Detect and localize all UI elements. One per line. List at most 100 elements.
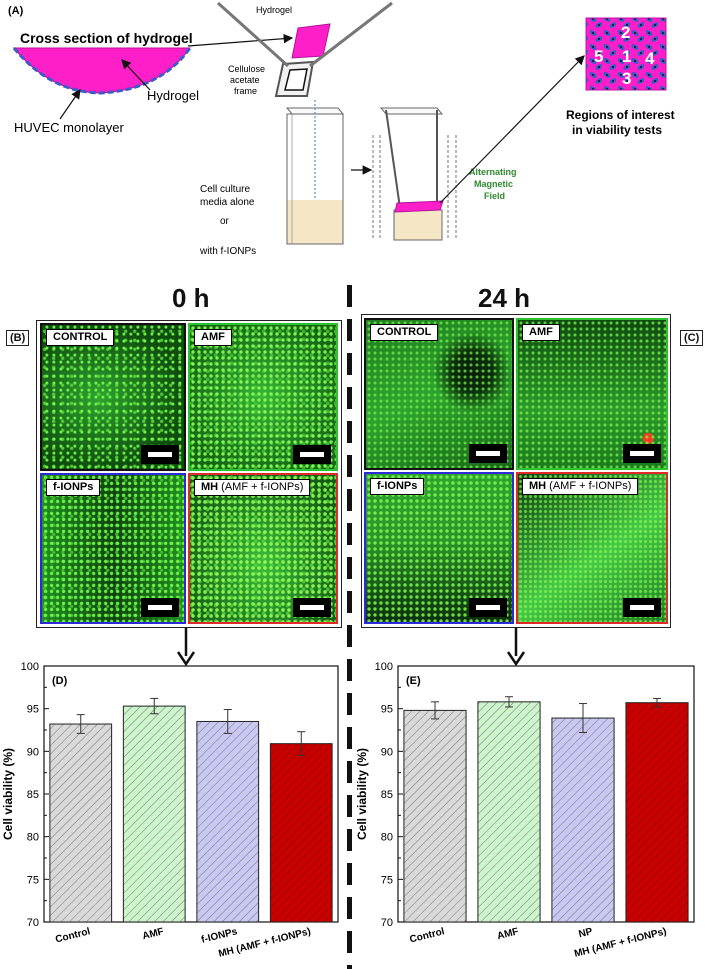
panel-divider-dashed [347, 285, 352, 969]
amf-field-lines [372, 135, 457, 240]
micrograph-0h-fionps: f-IONPs [40, 473, 186, 624]
bar [49, 723, 113, 923]
x-tick-label: Control [54, 926, 91, 945]
bar [403, 709, 467, 923]
bar [196, 720, 260, 923]
media-label-2: media alone [200, 197, 255, 208]
amf-label-2: Magnetic [474, 179, 513, 189]
panel-a-schematic: (A) Cross section of hydrogel Hydrogel H… [8, 1, 675, 257]
y-tick-label: 90 [381, 746, 393, 758]
y-axis-label: Cell viability (%) [1, 748, 15, 840]
roi-number: 5 [594, 47, 603, 66]
down-arrow-24h [506, 628, 526, 666]
cuvette-2-top [379, 107, 444, 115]
micro-tag-amf: AMF [522, 324, 560, 341]
y-tick-label: 100 [375, 661, 393, 673]
hydrogel-cross-section [12, 47, 191, 94]
huvec-monolayer-cells [12, 47, 192, 95]
top-hydrogel-label: Hydrogel [256, 5, 292, 15]
x-tick-label: AMF [141, 926, 165, 942]
y-tick-label: 75 [27, 874, 39, 886]
cuvette-2-hydrogel [394, 200, 444, 213]
x-tick-label: AMF [496, 926, 520, 942]
bar [477, 701, 541, 923]
hanger-rod-left [216, 1, 290, 68]
roi-label-1: Regions of interest [566, 108, 675, 122]
micro-tag-mh-rest: (AMF + f-IONPs) [546, 480, 632, 492]
chart-panel-e: (E) 70 75 80 85 90 95 100 Cell viability (%) Cont… [355, 661, 695, 960]
frame-label-1: Cellulose [228, 64, 265, 74]
frame-label-2: acetate [230, 75, 260, 85]
chart-panel-letter: (D) [52, 675, 68, 687]
y-tick-label: 80 [381, 832, 393, 844]
y-tick-label: 75 [381, 874, 393, 886]
panel-b-letter: (B) [6, 330, 30, 346]
scale-bar [476, 605, 500, 610]
micrograph-0h-amf: AMF [188, 323, 338, 471]
scale-bar [300, 452, 324, 457]
micro-tag-fionps: f-IONPs [370, 478, 425, 495]
media-or: or [220, 216, 230, 227]
amf-label-1: Alternating [469, 167, 517, 177]
y-tick-label: 70 [27, 917, 39, 929]
roi-numbers: 25 1 43 [594, 23, 655, 88]
huvec-pointer [59, 89, 81, 120]
down-arrow-0h [176, 628, 196, 666]
frame-window [284, 68, 308, 91]
bar [625, 702, 689, 923]
media-label-3: with f-IONPs [199, 246, 256, 257]
x-tick-label: f-IONPs [200, 926, 239, 946]
amf-label-3: Field [484, 191, 505, 201]
micro-tag-control: CONTROL [46, 329, 115, 346]
cross-section-to-hydrogel-arrow [187, 33, 294, 47]
roi-number: 2 [621, 23, 630, 42]
micro-tag-control: CONTROL [370, 324, 439, 341]
x-tick-label: NP [578, 926, 594, 940]
micrograph-24h-amf: AMF [516, 318, 668, 470]
y-tick-label: 85 [381, 789, 393, 801]
y-tick-label: 95 [27, 704, 39, 716]
roi-number: 3 [622, 69, 631, 88]
y-axis-label: Cell viability (%) [355, 748, 369, 840]
micrograph-0h-mh: MH (AMF + f-IONPs) [188, 473, 338, 624]
scale-bar [630, 451, 654, 456]
frame-label-3: frame [234, 86, 257, 96]
micrograph-24h-control: CONTROL [364, 318, 514, 470]
micro-tag-mh: MH (AMF + f-IONPs) [522, 478, 639, 495]
scale-bar [148, 605, 172, 610]
media-label-1: Cell culture [200, 184, 250, 195]
panel-c-letter: (C) [680, 330, 704, 346]
roi-pointer [439, 55, 585, 204]
chart-panel-letter: (E) [406, 675, 421, 687]
cross-section-hydrogel-label: Hydrogel [147, 88, 199, 103]
chart-panel-d: (D) 70 75 80 85 90 95 100 Cell viability (%) Cont… [1, 661, 339, 960]
roi-number: 4 [645, 49, 655, 68]
time-label-24h: 24 h [478, 283, 531, 313]
roi-square [585, 17, 667, 91]
roi-label-2: in viability tests [572, 123, 662, 137]
scale-bar [476, 451, 500, 456]
micro-tag-mh-bold: MH [529, 480, 547, 492]
time-label-0h: 0 h [172, 283, 210, 313]
hanger-rod-right [309, 1, 393, 68]
x-tick-label: Control [409, 926, 446, 945]
micro-tag-amf: AMF [194, 329, 232, 346]
bar [269, 743, 333, 923]
bar [551, 717, 615, 923]
cross-section-title: Cross section of hydrogel [20, 30, 193, 46]
y-tick-label: 100 [21, 661, 39, 673]
panel-a-letter: (A) [8, 5, 24, 17]
huvec-label: HUVEC monolayer [14, 120, 124, 135]
y-tick-label: 90 [27, 746, 39, 758]
scale-bar [148, 452, 172, 457]
hydrogel-square [291, 23, 331, 59]
cuvette-1-media [287, 200, 343, 244]
micro-tag-fionps: f-IONPs [46, 479, 101, 496]
scale-bar [630, 605, 654, 610]
micro-tag-mh-bold: MH [201, 481, 219, 493]
micrograph-0h-control: CONTROL [40, 323, 186, 471]
bar [122, 705, 186, 923]
hydrogel-pointer [121, 59, 151, 91]
micrograph-24h-mh: MH (AMF + f-IONPs) [516, 472, 668, 624]
y-tick-label: 95 [381, 704, 393, 716]
